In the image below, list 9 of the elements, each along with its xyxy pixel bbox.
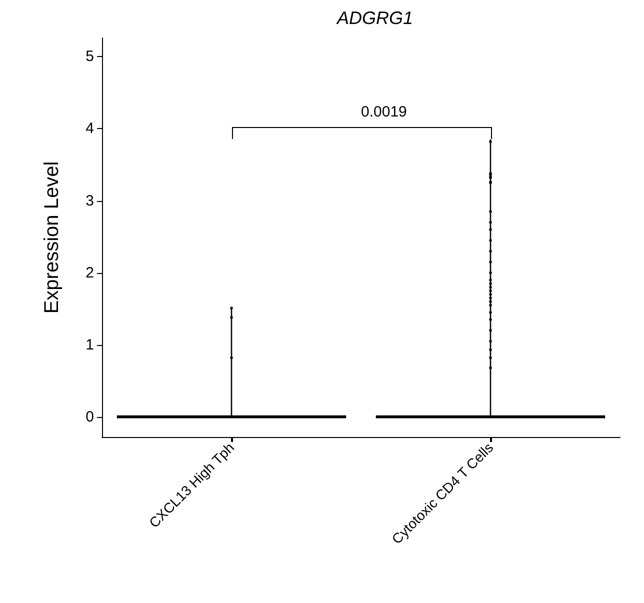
annotation: 0.0019: [360, 104, 407, 121]
y-tick-label: 3: [86, 192, 94, 210]
chart-title: ADGRG1: [336, 8, 414, 28]
y-tick-label: 5: [86, 48, 94, 66]
y-tick-label: 2: [86, 264, 94, 282]
y-tick-label: 1: [86, 336, 94, 354]
y-tick-label: 4: [86, 120, 94, 138]
y-tick-label: 0: [86, 408, 94, 426]
y-axis-title: Expression Level: [41, 161, 63, 314]
